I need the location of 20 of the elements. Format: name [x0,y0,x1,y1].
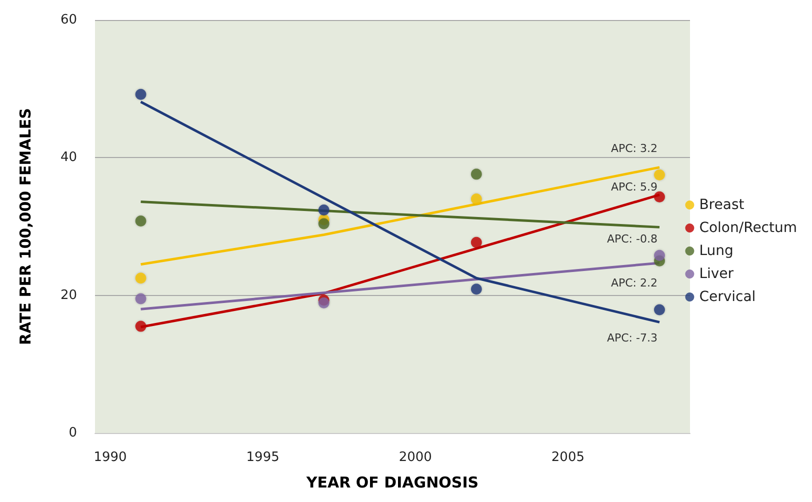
annotation: APC: 5.9 [610,180,658,194]
annotation: APC: 2.2 [610,276,658,290]
legend-label: Cervical [699,289,756,305]
annotation: APC: -7.3 [606,332,658,345]
annotation: APC: -0.8 [606,232,658,246]
x-tick-label: 1990 [94,450,127,465]
y-tick-label: 0 [68,426,77,440]
x-tick-label: 2000 [398,450,432,465]
legend-label: Liver [699,266,734,282]
legend-label: Colon/Rectum [699,220,797,236]
y-tick-label: 60 [60,12,77,28]
legend-label: Breast [699,197,745,213]
annotation: APC: 3.2 [610,142,658,155]
x-axis-title: YEAR OF DIAGNOSIS [305,474,479,492]
y-tick-label: 20 [60,288,77,303]
legend-label: Lung [699,243,734,259]
y-axis-title: RATE PER 100,000 FEMALES [16,108,34,345]
x-tick-label: 1995 [246,450,280,465]
x-tick-label: 2005 [551,450,584,465]
y-tick-label: 40 [60,150,77,166]
